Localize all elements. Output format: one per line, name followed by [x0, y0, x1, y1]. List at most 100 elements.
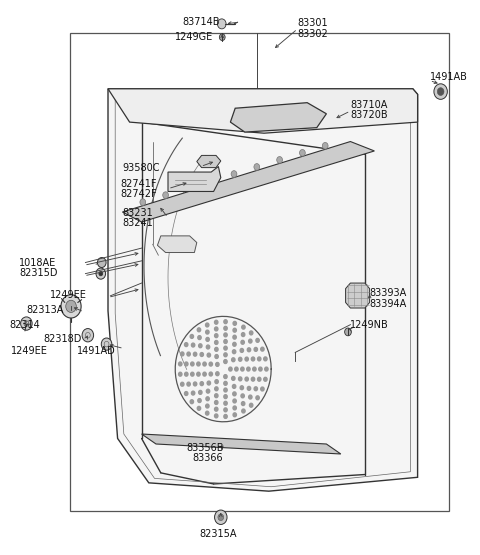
Circle shape: [276, 157, 282, 163]
Circle shape: [256, 339, 259, 342]
Polygon shape: [122, 142, 374, 222]
Circle shape: [198, 398, 201, 402]
Circle shape: [233, 406, 236, 410]
Circle shape: [184, 392, 188, 396]
Text: 82314: 82314: [10, 320, 40, 330]
Circle shape: [184, 342, 188, 346]
Circle shape: [240, 349, 243, 352]
Circle shape: [239, 357, 242, 361]
Circle shape: [224, 360, 227, 364]
Circle shape: [250, 331, 253, 335]
Circle shape: [232, 358, 235, 362]
Circle shape: [215, 380, 218, 384]
Circle shape: [206, 345, 210, 349]
Text: 1491AD: 1491AD: [77, 346, 116, 356]
Circle shape: [224, 408, 227, 412]
Circle shape: [185, 185, 191, 191]
Circle shape: [200, 352, 204, 356]
Circle shape: [206, 337, 209, 341]
Circle shape: [256, 396, 259, 400]
Circle shape: [233, 413, 237, 417]
Circle shape: [245, 377, 248, 381]
Text: 82315D: 82315D: [19, 268, 58, 278]
Circle shape: [193, 352, 197, 356]
Circle shape: [224, 320, 227, 324]
Circle shape: [187, 352, 190, 356]
Circle shape: [224, 381, 227, 385]
Circle shape: [197, 406, 201, 410]
Circle shape: [21, 317, 32, 330]
Polygon shape: [108, 89, 418, 133]
Text: 83714B: 83714B: [182, 17, 220, 27]
Circle shape: [215, 401, 218, 405]
Text: 83241: 83241: [122, 218, 153, 228]
Circle shape: [224, 326, 227, 330]
Polygon shape: [168, 166, 221, 191]
Circle shape: [191, 372, 194, 376]
Circle shape: [250, 403, 253, 407]
Circle shape: [193, 382, 197, 386]
Circle shape: [239, 377, 242, 381]
Text: 1018AE: 1018AE: [19, 258, 57, 268]
Circle shape: [208, 178, 214, 184]
Circle shape: [264, 357, 267, 361]
Circle shape: [215, 327, 218, 331]
Circle shape: [209, 372, 213, 376]
Text: 82318D: 82318D: [43, 334, 82, 344]
Text: 82742F: 82742F: [120, 189, 156, 199]
Circle shape: [254, 387, 257, 391]
Circle shape: [252, 367, 256, 371]
Text: 83302: 83302: [298, 29, 328, 39]
Circle shape: [247, 386, 251, 390]
Circle shape: [232, 376, 235, 380]
Circle shape: [224, 375, 227, 379]
Circle shape: [224, 388, 227, 392]
Circle shape: [232, 385, 236, 388]
Circle shape: [190, 400, 193, 403]
Circle shape: [264, 377, 267, 381]
Circle shape: [209, 362, 213, 366]
Text: 1249EE: 1249EE: [11, 346, 48, 356]
Polygon shape: [230, 103, 326, 132]
Circle shape: [187, 382, 190, 386]
Circle shape: [215, 393, 218, 397]
Circle shape: [252, 377, 255, 381]
Circle shape: [259, 367, 262, 371]
Circle shape: [179, 372, 182, 376]
Text: 1249NB: 1249NB: [350, 320, 389, 330]
Circle shape: [258, 377, 261, 381]
Circle shape: [163, 192, 168, 199]
Circle shape: [180, 352, 184, 356]
Circle shape: [265, 367, 268, 371]
Circle shape: [241, 340, 244, 344]
Circle shape: [185, 372, 188, 376]
Circle shape: [434, 84, 447, 99]
Text: 1249EE: 1249EE: [50, 290, 87, 300]
Circle shape: [241, 332, 245, 336]
Circle shape: [261, 387, 264, 391]
Circle shape: [258, 357, 261, 361]
Circle shape: [240, 367, 244, 371]
Circle shape: [241, 394, 244, 398]
Circle shape: [203, 372, 206, 376]
Text: 1249GE: 1249GE: [175, 32, 214, 42]
Circle shape: [206, 389, 210, 393]
Circle shape: [323, 143, 328, 149]
Circle shape: [216, 362, 219, 366]
Text: 83720B: 83720B: [350, 110, 388, 120]
Circle shape: [224, 395, 227, 398]
Circle shape: [191, 362, 194, 366]
Circle shape: [233, 342, 236, 346]
Text: 83231: 83231: [122, 208, 153, 218]
Circle shape: [261, 347, 264, 351]
Circle shape: [200, 382, 204, 386]
Bar: [70, 33, 449, 511]
Circle shape: [215, 320, 218, 324]
Polygon shape: [108, 89, 418, 491]
Circle shape: [224, 353, 227, 357]
Circle shape: [207, 353, 211, 357]
Text: 82741F: 82741F: [120, 179, 156, 189]
Circle shape: [97, 258, 106, 268]
Circle shape: [215, 355, 218, 359]
Circle shape: [215, 407, 218, 411]
